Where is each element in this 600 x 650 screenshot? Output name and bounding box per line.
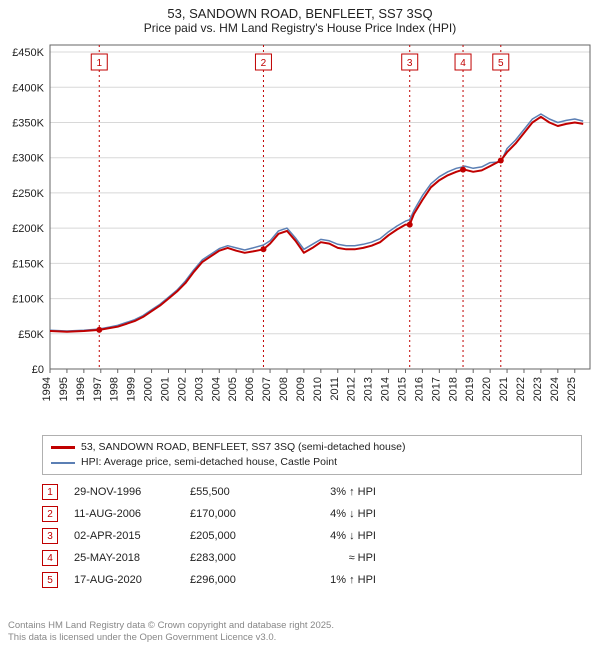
- sales-table: 1 29-NOV-1996 £55,500 3% ↑ HPI 2 11-AUG-2006 £…: [42, 481, 582, 591]
- svg-text:2012: 2012: [346, 377, 358, 401]
- svg-text:2010: 2010: [312, 377, 324, 401]
- sale-price: £55,500: [190, 486, 270, 498]
- svg-text:£250K: £250K: [12, 188, 44, 200]
- svg-text:2006: 2006: [244, 377, 256, 401]
- svg-text:£0: £0: [32, 364, 44, 376]
- sale-number-box: 2: [42, 506, 58, 522]
- legend-item: 53, SANDOWN ROAD, BENFLEET, SS7 3SQ (sem…: [51, 440, 573, 455]
- svg-text:2018: 2018: [447, 377, 459, 401]
- legend-item: HPI: Average price, semi-detached house,…: [51, 455, 573, 470]
- svg-text:2020: 2020: [481, 377, 493, 401]
- svg-text:2007: 2007: [261, 377, 273, 401]
- sale-date: 02-APR-2015: [74, 530, 174, 542]
- svg-text:£300K: £300K: [12, 153, 44, 165]
- svg-text:5: 5: [498, 58, 504, 69]
- svg-text:2009: 2009: [295, 377, 307, 401]
- svg-text:£100K: £100K: [12, 294, 44, 306]
- legend-swatch: [51, 462, 75, 464]
- svg-text:2015: 2015: [396, 377, 408, 401]
- svg-text:2017: 2017: [430, 377, 442, 401]
- svg-text:2000: 2000: [143, 377, 155, 401]
- sale-date: 29-NOV-1996: [74, 486, 174, 498]
- legend-label: HPI: Average price, semi-detached house,…: [81, 455, 337, 470]
- title-line-1: 53, SANDOWN ROAD, BENFLEET, SS7 3SQ: [0, 6, 600, 21]
- sale-row: 1 29-NOV-1996 £55,500 3% ↑ HPI: [42, 481, 582, 503]
- svg-text:2011: 2011: [329, 377, 341, 401]
- svg-text:2003: 2003: [193, 377, 205, 401]
- chart-svg: £0 £50K £100K £150K £200K £250K £300K £350K £400…: [0, 39, 600, 429]
- price-chart: £0 £50K £100K £150K £200K £250K £300K £350K £400…: [0, 39, 600, 429]
- svg-text:2019: 2019: [464, 377, 476, 401]
- svg-text:1994: 1994: [41, 377, 53, 401]
- sale-row: 3 02-APR-2015 £205,000 4% ↓ HPI: [42, 525, 582, 547]
- svg-text:1997: 1997: [92, 377, 104, 401]
- svg-text:1: 1: [96, 58, 102, 69]
- svg-text:2004: 2004: [210, 377, 222, 401]
- svg-text:1999: 1999: [126, 377, 138, 401]
- sale-price: £283,000: [190, 552, 270, 564]
- sale-vs-hpi: 4% ↓ HPI: [286, 508, 376, 520]
- chart-title: 53, SANDOWN ROAD, BENFLEET, SS7 3SQ Pric…: [0, 0, 600, 39]
- sale-row: 4 25-MAY-2018 £283,000 ≈ HPI: [42, 547, 582, 569]
- svg-text:2008: 2008: [278, 377, 290, 401]
- legend-swatch: [51, 446, 75, 449]
- sale-row: 2 11-AUG-2006 £170,000 4% ↓ HPI: [42, 503, 582, 525]
- svg-text:£350K: £350K: [12, 117, 44, 129]
- svg-text:3: 3: [407, 58, 413, 69]
- svg-text:2025: 2025: [566, 377, 578, 401]
- title-line-2: Price paid vs. HM Land Registry's House …: [0, 21, 600, 35]
- svg-text:1995: 1995: [58, 377, 70, 401]
- sale-number-box: 5: [42, 572, 58, 588]
- sale-row: 5 17-AUG-2020 £296,000 1% ↑ HPI: [42, 569, 582, 591]
- svg-text:2013: 2013: [363, 377, 375, 401]
- svg-text:2021: 2021: [498, 377, 510, 401]
- sale-price: £170,000: [190, 508, 270, 520]
- svg-text:2016: 2016: [413, 377, 425, 401]
- svg-text:2002: 2002: [176, 377, 188, 401]
- sale-date: 25-MAY-2018: [74, 552, 174, 564]
- svg-text:2005: 2005: [227, 377, 239, 401]
- svg-text:2014: 2014: [380, 377, 392, 401]
- sale-price: £205,000: [190, 530, 270, 542]
- sale-vs-hpi: 1% ↑ HPI: [286, 574, 376, 586]
- svg-text:2: 2: [261, 58, 267, 69]
- svg-text:2023: 2023: [532, 377, 544, 401]
- svg-text:2024: 2024: [549, 377, 561, 401]
- sale-date: 17-AUG-2020: [74, 574, 174, 586]
- sale-price: £296,000: [190, 574, 270, 586]
- sale-vs-hpi: ≈ HPI: [286, 552, 376, 564]
- footer-line: This data is licensed under the Open Gov…: [8, 632, 334, 644]
- sale-number-box: 1: [42, 484, 58, 500]
- svg-text:2001: 2001: [159, 377, 171, 401]
- sale-number-box: 4: [42, 550, 58, 566]
- svg-text:1998: 1998: [109, 377, 121, 401]
- sale-number-box: 3: [42, 528, 58, 544]
- svg-text:1996: 1996: [75, 377, 87, 401]
- svg-text:2022: 2022: [515, 377, 527, 401]
- svg-text:£400K: £400K: [12, 82, 44, 94]
- sale-date: 11-AUG-2006: [74, 508, 174, 520]
- legend: 53, SANDOWN ROAD, BENFLEET, SS7 3SQ (sem…: [42, 435, 582, 475]
- footer-line: Contains HM Land Registry data © Crown c…: [8, 620, 334, 632]
- legend-label: 53, SANDOWN ROAD, BENFLEET, SS7 3SQ (sem…: [81, 440, 405, 455]
- svg-text:£200K: £200K: [12, 223, 44, 235]
- svg-text:£150K: £150K: [12, 258, 44, 270]
- svg-text:£50K: £50K: [18, 329, 44, 341]
- attribution-footer: Contains HM Land Registry data © Crown c…: [8, 620, 334, 644]
- svg-text:4: 4: [460, 58, 466, 69]
- sale-vs-hpi: 3% ↑ HPI: [286, 486, 376, 498]
- svg-text:£450K: £450K: [12, 47, 44, 59]
- sale-vs-hpi: 4% ↓ HPI: [286, 530, 376, 542]
